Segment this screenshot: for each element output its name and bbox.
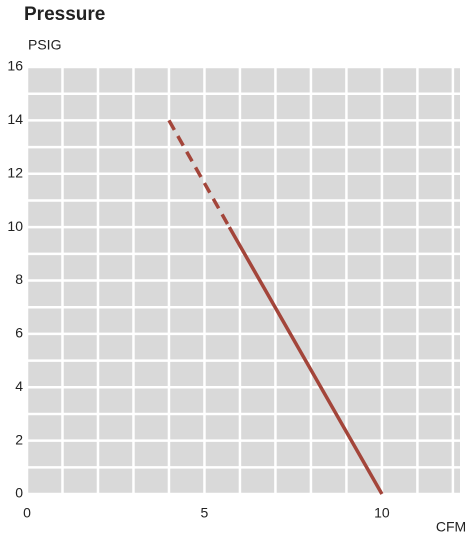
y-tick-label: 16: [7, 58, 23, 74]
y-tick-label: 10: [7, 218, 23, 234]
chart-title: Pressure: [24, 4, 105, 25]
y-tick-label: 14: [7, 111, 23, 127]
y-tick-label: 0: [15, 485, 23, 501]
y-tick-label: 8: [15, 271, 23, 287]
y-tick-label: 4: [15, 378, 23, 394]
y-axis-label: PSIG: [28, 37, 61, 53]
y-tick-label: 2: [15, 431, 23, 447]
x-tick-label: 10: [374, 505, 390, 521]
x-axis-label: CFM: [436, 519, 466, 535]
y-tick-label: 6: [15, 325, 23, 341]
line: [167, 119, 231, 228]
y-tick-label: 12: [7, 164, 23, 180]
line: [227, 226, 384, 495]
x-tick-label: 0: [23, 505, 31, 521]
x-tick-label: 5: [201, 505, 209, 521]
